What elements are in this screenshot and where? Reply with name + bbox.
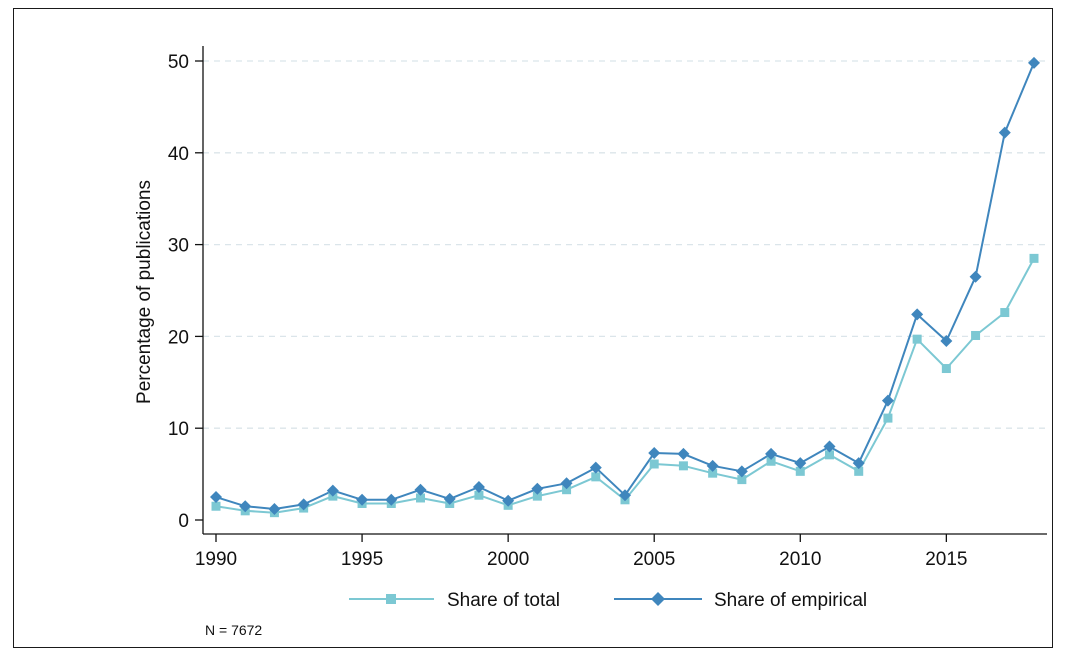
line-chart: 0 10 20 30 40 50 1990 1995 2000 2005 2010 2015 Perc… xyxy=(134,46,1047,638)
x-tick-label: 2015 xyxy=(925,549,967,570)
data-point xyxy=(562,485,572,495)
data-point xyxy=(1000,308,1010,318)
data-point xyxy=(210,491,222,504)
data-point xyxy=(589,461,602,474)
y-tick-label: 30 xyxy=(168,236,189,257)
data-point xyxy=(911,308,924,321)
data-point xyxy=(678,461,688,471)
data-point xyxy=(735,465,748,478)
data-point xyxy=(737,475,747,485)
data-point xyxy=(854,466,864,476)
data-point xyxy=(648,446,661,459)
data-point xyxy=(268,502,281,515)
data-point xyxy=(560,477,573,490)
data-point xyxy=(998,126,1011,139)
data-point xyxy=(474,490,484,500)
data-point xyxy=(472,480,485,493)
y-tick-label: 0 xyxy=(178,511,189,532)
legend-label-share-of-empirical: Share of empirical xyxy=(714,590,867,611)
data-point xyxy=(356,493,369,506)
data-point xyxy=(532,491,542,501)
data-point xyxy=(1029,253,1039,263)
legend-swatch-marker xyxy=(386,594,396,604)
data-point xyxy=(941,364,951,374)
legend-swatch-marker xyxy=(651,592,665,606)
data-point xyxy=(502,494,515,507)
data-point xyxy=(852,457,865,470)
data-point xyxy=(708,468,718,478)
data-point xyxy=(443,492,456,505)
data-point xyxy=(649,459,659,469)
x-tick-label: 2010 xyxy=(779,549,821,570)
data-point xyxy=(766,456,776,466)
data-point xyxy=(1028,56,1040,69)
sample-size-note: N = 7672 xyxy=(205,622,262,638)
data-point xyxy=(765,447,778,460)
data-point xyxy=(881,394,894,407)
data-point xyxy=(414,483,427,496)
y-axis-title: Percentage of publications xyxy=(134,180,155,404)
legend-item-share-of-empirical: Share of empirical xyxy=(614,590,867,611)
data-point xyxy=(823,440,836,453)
data-point xyxy=(969,270,982,283)
x-tick-label: 1990 xyxy=(195,549,237,570)
data-point xyxy=(971,330,981,340)
series-markers xyxy=(210,56,1040,518)
legend: Share of total Share of empirical xyxy=(349,590,867,611)
data-point xyxy=(591,472,601,482)
axes: 0 10 20 30 40 50 1990 1995 2000 2005 2010 2015 xyxy=(168,46,1047,570)
data-point xyxy=(706,459,719,472)
x-tick-label: 1995 xyxy=(341,549,383,570)
legend-item-share-of-total: Share of total xyxy=(349,590,560,611)
y-tick-label: 40 xyxy=(168,144,189,165)
data-point xyxy=(795,466,805,476)
x-tick-label: 2000 xyxy=(487,549,529,570)
data-point xyxy=(326,484,339,497)
data-point xyxy=(883,413,893,423)
data-point xyxy=(385,493,398,506)
data-point xyxy=(940,334,953,347)
gridlines xyxy=(203,60,1047,429)
y-tick-label: 10 xyxy=(168,419,189,440)
data-point xyxy=(297,498,310,511)
legend-label-share-of-total: Share of total xyxy=(447,590,560,611)
chart-frame: 0 10 20 30 40 50 1990 1995 2000 2005 2010 2015 Perc… xyxy=(13,8,1053,648)
series-line-share-of-empirical xyxy=(215,62,1035,510)
x-tick-label: 2005 xyxy=(633,549,675,570)
data-point xyxy=(677,447,690,460)
series-lines xyxy=(215,62,1035,514)
data-point xyxy=(794,457,807,470)
data-point xyxy=(239,500,252,513)
data-point xyxy=(531,482,544,495)
y-tick-label: 50 xyxy=(168,52,189,73)
y-tick-label: 20 xyxy=(168,327,189,348)
data-point xyxy=(825,450,834,460)
data-point xyxy=(619,489,631,502)
data-point xyxy=(211,501,221,511)
series-line-share-of-total xyxy=(215,257,1035,514)
data-point xyxy=(416,493,425,503)
data-point xyxy=(912,334,922,344)
